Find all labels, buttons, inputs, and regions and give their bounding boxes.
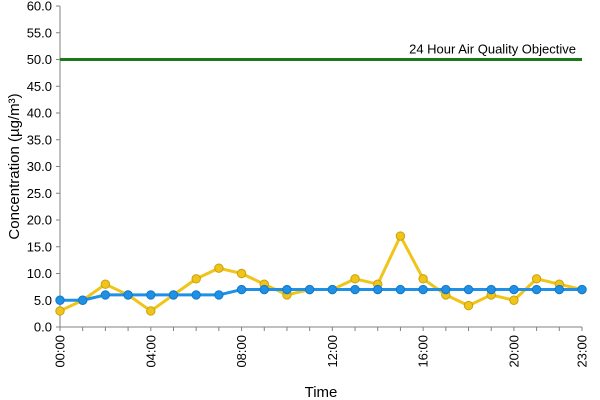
y-axis-title: Concentration (µg/m³)	[6, 93, 23, 239]
series-2-point	[259, 284, 269, 295]
series-2-point	[327, 284, 338, 295]
series-2-point	[236, 284, 247, 295]
series-2-point	[373, 284, 383, 295]
y-tick-label: 30.0	[27, 159, 52, 174]
series-2-point	[509, 284, 519, 295]
series-2-point	[282, 284, 292, 295]
series-2-point	[304, 284, 315, 295]
y-tick-label: 5.0	[34, 293, 52, 308]
series-2-point	[191, 290, 201, 300]
series-2-point	[441, 284, 451, 295]
x-tick-label: 00:00	[53, 335, 68, 368]
x-tick-label: 16:00	[416, 335, 431, 368]
x-tick-label: 20:00	[506, 335, 521, 368]
series-1	[55, 231, 587, 316]
y-tick-label: 55.0	[27, 25, 52, 40]
series-2-point	[554, 284, 565, 295]
y-tick-label: 60.0	[27, 0, 52, 14]
y-tick-label: 20.0	[27, 213, 52, 228]
x-axis-ticks: 00:00 04:00 08:00 12:00 16:00 20:00 23:00	[53, 327, 590, 368]
series-2-point	[100, 290, 111, 300]
series-2-point	[214, 290, 224, 300]
y-tick-label: 40.0	[27, 106, 52, 121]
y-tick-label: 15.0	[27, 239, 52, 254]
series-1-point	[418, 274, 428, 284]
objective-label: 24 Hour Air Quality Objective	[409, 42, 576, 57]
x-tick-label: 04:00	[143, 335, 158, 368]
series-1-point	[350, 274, 360, 284]
series-1-point	[191, 274, 201, 284]
reference-line-group: 24 Hour Air Quality Objective	[60, 42, 582, 61]
series-1-point	[395, 231, 406, 241]
series-2-point	[55, 295, 65, 305]
series-2	[55, 284, 587, 305]
x-axis-title: Time	[305, 384, 338, 400]
series-1-point	[463, 300, 474, 311]
series-1-point	[100, 279, 111, 289]
series-2-point	[531, 284, 542, 295]
series-2-point	[486, 284, 496, 295]
series-2-point	[577, 284, 587, 295]
series-2-point	[463, 284, 474, 295]
y-tick-label: 45.0	[27, 79, 52, 94]
y-tick-label: 50.0	[27, 52, 52, 67]
series-1-point	[531, 274, 542, 284]
series-1-line	[58, 234, 584, 313]
y-tick-label: 25.0	[27, 186, 52, 201]
series-1-point	[236, 268, 247, 279]
x-tick-label: 23:00	[575, 335, 590, 368]
series-2-point	[350, 284, 360, 295]
series-2-point	[123, 290, 133, 300]
series-1-point	[509, 295, 519, 305]
series-2-point	[418, 284, 428, 295]
y-tick-label: 0.0	[34, 320, 52, 335]
series-group	[55, 231, 587, 316]
series-1-point	[146, 306, 156, 316]
y-tick-label: 10.0	[27, 266, 52, 281]
series-2-point	[146, 290, 156, 300]
x-tick-label: 12:00	[325, 335, 340, 368]
series-2-point	[395, 284, 406, 295]
y-axis-ticks: 0.0 5.0 10.0 15.0 20.0 25.0 30.0 35.0 40.0 45.0 50…	[27, 0, 60, 335]
series-2-point	[168, 290, 179, 300]
series-2-point	[77, 295, 88, 305]
series-1-point	[214, 263, 224, 273]
series-1-point	[55, 306, 65, 316]
x-tick-label: 08:00	[234, 335, 249, 368]
y-tick-label: 35.0	[27, 132, 52, 147]
